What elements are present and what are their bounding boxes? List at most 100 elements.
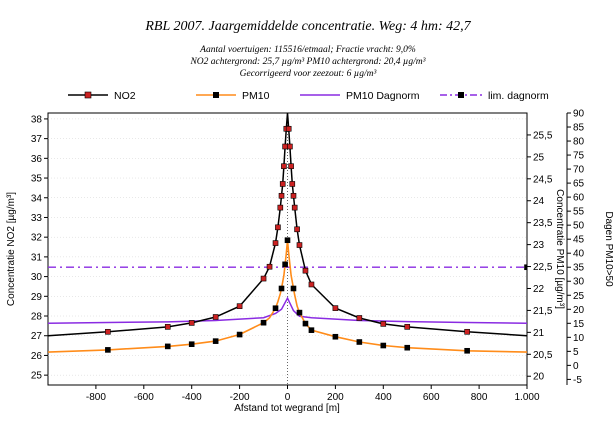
y-left-tick-label-2: 27 xyxy=(31,331,43,342)
series-layer xyxy=(48,113,527,354)
y-right2-tick-label-14: 65 xyxy=(573,179,585,190)
y-axis-right-days: -5 0 5 10 15 20 25 30 35 40 45 50 55 60 65 70 75 80 85 90 xyxy=(566,109,585,386)
series-marker-pm10-15 xyxy=(356,339,363,345)
series-marker-no2-22 xyxy=(296,242,303,248)
series-marker-lim-dagnorm-0 xyxy=(524,264,527,271)
series-marker-pm10-7 xyxy=(278,285,285,292)
series-marker-pm10-16 xyxy=(380,342,387,349)
series-marker-pm10-13 xyxy=(308,327,315,333)
y-right2-tick-label-1: 0 xyxy=(573,361,579,372)
y-right1-tick-label-5: 22,5 xyxy=(533,262,553,273)
y-right1-tick-label-1: 20,5 xyxy=(533,350,553,361)
y-right1-tick-label-7: 23,5 xyxy=(533,218,553,229)
legend-label-pm10-dagnorm: PM10 Dagnorm xyxy=(346,90,420,102)
series-marker-no2-4 xyxy=(236,303,243,309)
series-marker-no2-13 xyxy=(282,143,288,150)
y-right2-tick-label-4: 15 xyxy=(573,319,585,330)
series-marker-no2-26 xyxy=(356,315,363,321)
series-marker-pm10-9 xyxy=(284,237,291,244)
series-marker-no2-16 xyxy=(287,143,293,150)
y-axis-left: 25 26 27 28 29 30 31 32 33 34 35 36 37 38 xyxy=(31,114,48,382)
x-tick-label-7: 600 xyxy=(423,392,440,403)
series-marker-pm10-0 xyxy=(105,347,111,353)
x-tick-label-2: -400 xyxy=(182,392,202,403)
x-tick-label-6: 400 xyxy=(375,392,392,403)
series-marker-pm10-1 xyxy=(164,343,171,350)
y-left-tick-label-3: 28 xyxy=(31,312,43,323)
legend-label-lim-dagnorm: lim. dagnorm xyxy=(488,90,549,102)
y-right2-tick-label-7: 30 xyxy=(573,277,585,288)
y-right1-tick-label-3: 21,5 xyxy=(533,306,553,317)
y-right2-tick-label-8: 35 xyxy=(573,263,585,274)
chart-subtitle-3: Gecorrigeerd voor zeezout: 6 µg/m³ xyxy=(240,69,377,79)
y-axis-right-days-label: Dagen PM10>50 xyxy=(603,211,614,287)
series-marker-no2-29 xyxy=(464,328,470,335)
legend-label-no2: NO2 xyxy=(114,90,136,102)
series-line-no2 xyxy=(48,113,527,337)
y-right2-tick-label-17: 80 xyxy=(573,137,585,148)
series-marker-no2-12 xyxy=(281,163,287,170)
series-marker-pm10-5 xyxy=(260,319,267,326)
series-marker-no2-3 xyxy=(212,314,219,320)
legend-label-pm10: PM10 xyxy=(242,90,270,102)
series-marker-no2-0 xyxy=(105,328,111,335)
y-right2-tick-label-0: -5 xyxy=(573,375,582,386)
series-marker-pm10-11 xyxy=(296,309,303,316)
y-left-tick-label-7: 32 xyxy=(31,233,43,244)
series-marker-no2-25 xyxy=(332,305,339,311)
y-left-tick-label-8: 33 xyxy=(31,213,43,224)
series-marker-pm10-4 xyxy=(236,331,243,338)
series-marker-no2-5 xyxy=(260,275,267,282)
series-marker-no2-21 xyxy=(294,226,300,233)
series-marker-no2-20 xyxy=(291,204,298,211)
y-right1-tick-label-8: 24 xyxy=(533,196,545,207)
series-marker-pm10-12 xyxy=(302,320,309,327)
y-right2-tick-label-5: 20 xyxy=(573,305,585,316)
y-left-tick-label-9: 34 xyxy=(31,193,43,204)
legend-item-pm10-dagnorm: PM10 Dagnorm xyxy=(300,90,420,102)
series-marker-pm10-6 xyxy=(272,305,279,312)
series-marker-no2-8 xyxy=(275,224,281,231)
y-left-tick-label-13: 38 xyxy=(31,114,43,125)
y-left-tick-label-4: 29 xyxy=(31,292,43,303)
series-marker-no2-18 xyxy=(289,181,296,187)
legend-item-lim-dagnorm: lim. dagnorm xyxy=(440,90,549,102)
y-right2-tick-label-6: 25 xyxy=(573,291,585,302)
y-left-tick-label-11: 36 xyxy=(31,154,43,165)
y-axis-right-pm10: 20 20,5 21 21,5 22 22,5 23 23,5 24 24,5 25 25,5 xyxy=(527,130,553,383)
y-right1-tick-label-11: 25,5 xyxy=(533,130,553,141)
series-marker-no2-6 xyxy=(266,263,273,270)
y-right2-tick-label-19: 90 xyxy=(573,109,585,120)
legend-item-pm10: PM10 xyxy=(196,90,270,102)
series-marker-pm10-17 xyxy=(404,344,411,351)
series-marker-no2-11 xyxy=(279,181,286,187)
x-tick-label-4: 0 xyxy=(285,392,291,403)
y-right2-tick-label-15: 70 xyxy=(573,165,585,176)
series-marker-no2-19 xyxy=(290,192,297,199)
series-marker-no2-28 xyxy=(404,324,411,330)
y-right2-tick-label-11: 50 xyxy=(573,221,585,232)
series-marker-pm10-8 xyxy=(282,261,288,268)
y-left-tick-label-6: 31 xyxy=(31,252,43,263)
y-left-tick-label-10: 35 xyxy=(31,174,43,185)
series-marker-pm10-18 xyxy=(464,347,470,354)
series-line-pm10-dagnorm xyxy=(48,296,527,325)
series-marker-pm10-14 xyxy=(332,333,339,340)
y-right1-tick-label-10: 25 xyxy=(533,152,545,163)
y-left-tick-label-5: 30 xyxy=(31,272,43,283)
y-right2-tick-label-12: 55 xyxy=(573,207,585,218)
y-right2-tick-label-3: 10 xyxy=(573,333,585,344)
y-right1-tick-label-2: 21 xyxy=(533,328,545,339)
x-tick-label-9: 1.000 xyxy=(514,392,539,403)
series-marker-no2-27 xyxy=(380,321,387,327)
x-axis-label: Afstand tot wegrand [m] xyxy=(234,403,340,414)
series-marker-no2-15 xyxy=(285,125,292,132)
y-right1-tick-label-9: 24,5 xyxy=(533,174,553,185)
series-marker-no2-9 xyxy=(277,204,284,211)
y-right2-tick-label-10: 45 xyxy=(573,235,585,246)
legend-item-no2: NO2 xyxy=(68,90,136,102)
y-right1-tick-label-0: 20 xyxy=(533,372,545,383)
series-marker-no2-7 xyxy=(272,240,279,246)
chart-title: RBL 2007. Jaargemiddelde concentratie. W… xyxy=(144,19,471,34)
